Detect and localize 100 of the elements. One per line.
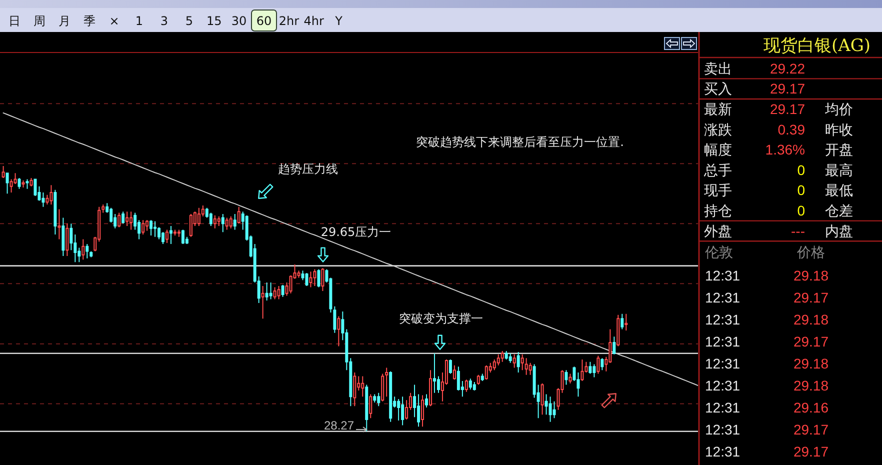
candlestick bbox=[596, 355, 600, 374]
category-label: 涨跌 bbox=[704, 122, 732, 138]
candlestick bbox=[229, 216, 232, 229]
ref-line-label: 突破变为支撑一 bbox=[399, 311, 483, 326]
category-label: 最低 bbox=[825, 183, 853, 200]
category-label: Y bbox=[334, 14, 344, 28]
data-label: 29.17 bbox=[793, 443, 829, 460]
candlestick bbox=[58, 208, 61, 240]
candlestick bbox=[620, 313, 624, 330]
candlestick bbox=[22, 180, 25, 188]
category-label: 30 bbox=[231, 14, 247, 28]
candlestick bbox=[389, 370, 392, 422]
data-label: 29.18 bbox=[793, 312, 829, 328]
candlestick bbox=[520, 354, 524, 371]
candlestick bbox=[385, 367, 388, 398]
candlestick bbox=[524, 358, 528, 376]
candlestick bbox=[82, 238, 85, 260]
candlestick bbox=[265, 282, 268, 302]
candlestick bbox=[217, 216, 220, 226]
candlestick bbox=[564, 370, 568, 386]
candlestick bbox=[548, 396, 552, 422]
candlestick bbox=[496, 354, 500, 366]
text: 0 bbox=[797, 202, 805, 218]
candlestick bbox=[472, 382, 476, 392]
candlestick bbox=[6, 172, 9, 194]
candlestick bbox=[468, 378, 472, 390]
candlestick bbox=[552, 400, 556, 419]
candlestick bbox=[146, 220, 149, 232]
text: 突破趋势线下来调整后看至压力一位置. bbox=[416, 135, 624, 149]
category-label: 60 bbox=[256, 14, 272, 28]
category-label: 12:31 bbox=[705, 356, 740, 372]
candlestick bbox=[54, 189, 57, 235]
candlestick bbox=[616, 314, 620, 347]
category-label: 开盘 bbox=[825, 142, 853, 159]
data-label: 29.18 bbox=[793, 356, 829, 372]
candlestick bbox=[189, 214, 192, 238]
candlestick bbox=[580, 358, 584, 382]
candlestick bbox=[165, 229, 168, 244]
data-label: 29.18 bbox=[793, 268, 829, 284]
candlestick bbox=[305, 272, 308, 286]
category-label: 12:31 bbox=[705, 290, 740, 306]
candlestick bbox=[30, 177, 33, 187]
candlestick bbox=[337, 316, 340, 347]
candlestick bbox=[508, 352, 512, 364]
category-label: 12:31 bbox=[705, 421, 740, 438]
annotation: 趋势压力线 bbox=[278, 162, 338, 176]
candlestick bbox=[568, 373, 572, 384]
candlestick bbox=[261, 285, 264, 320]
text: 伦敦 bbox=[705, 245, 733, 261]
candlestick bbox=[126, 211, 129, 226]
candlestick bbox=[369, 394, 372, 419]
category-label: 3 bbox=[160, 14, 168, 28]
category-label: 最高 bbox=[825, 162, 853, 179]
candlestick bbox=[540, 382, 544, 416]
candlestick bbox=[281, 284, 284, 298]
candlestick bbox=[225, 217, 228, 230]
category-label: 外盘 bbox=[704, 224, 732, 240]
candlestick bbox=[237, 206, 240, 224]
candlestick bbox=[209, 212, 212, 226]
candlestick bbox=[452, 364, 456, 380]
candlestick bbox=[309, 271, 312, 288]
category-label: 最新 bbox=[704, 102, 732, 118]
candlestick bbox=[500, 350, 504, 362]
candlestick bbox=[221, 214, 224, 233]
candlestick bbox=[233, 214, 236, 230]
annotation: 28.27 bbox=[324, 418, 354, 432]
candlestick bbox=[592, 364, 596, 378]
candlestick bbox=[512, 354, 516, 368]
category-label: 12:31 bbox=[705, 399, 740, 416]
candlestick bbox=[528, 362, 532, 376]
candlestick bbox=[373, 394, 376, 403]
candlestick bbox=[432, 352, 436, 394]
candlestick bbox=[401, 396, 404, 426]
candlestick bbox=[197, 207, 200, 226]
candlestick bbox=[429, 370, 432, 407]
category-label: 12:31 bbox=[705, 268, 740, 284]
text: 现货白银(AG) bbox=[763, 36, 871, 56]
candlestick bbox=[50, 184, 53, 205]
candlestick bbox=[612, 336, 616, 355]
candlestick bbox=[169, 225, 172, 245]
category-label: 持仓 bbox=[704, 204, 732, 220]
text: --- bbox=[791, 222, 805, 239]
candlestick bbox=[162, 232, 164, 245]
category-label: 周 bbox=[33, 14, 46, 28]
category-label: × bbox=[109, 14, 120, 28]
text: 0 bbox=[797, 162, 805, 178]
category-label: 12:31 bbox=[705, 443, 740, 460]
candlestick bbox=[177, 229, 180, 238]
candlestick bbox=[600, 358, 604, 371]
text: 29.17 bbox=[770, 101, 805, 117]
category-label: 12:31 bbox=[705, 312, 740, 328]
candlestick bbox=[421, 394, 424, 428]
category-label: 内盘 bbox=[825, 224, 853, 240]
candlestick bbox=[624, 313, 628, 332]
candlestick bbox=[377, 392, 380, 407]
category-label: 卖出 bbox=[704, 61, 732, 78]
data-label: 29.16 bbox=[793, 399, 829, 416]
candlestick bbox=[130, 211, 133, 230]
category-label: 总手 bbox=[703, 162, 732, 179]
text: 29.22 bbox=[770, 60, 805, 76]
